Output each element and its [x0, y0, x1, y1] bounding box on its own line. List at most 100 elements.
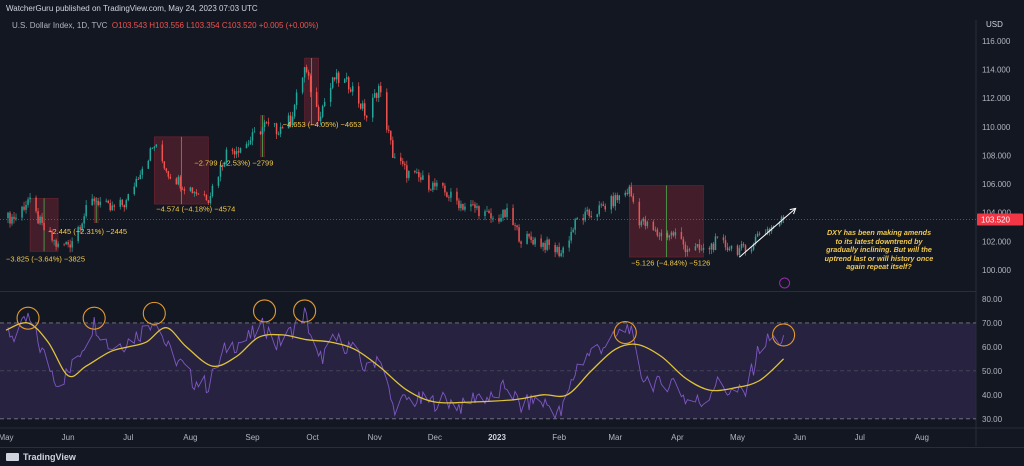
candle-body — [702, 247, 705, 250]
candle-body — [281, 126, 284, 129]
oscillator-tick-label: 50.00 — [982, 367, 1003, 376]
candle-body — [570, 231, 572, 241]
candle-body — [203, 194, 206, 196]
candle-body — [572, 229, 574, 232]
candle-body — [526, 233, 528, 244]
candle-body — [532, 240, 534, 245]
candle-body — [99, 201, 101, 206]
last-price-tag-text: 103.520 — [981, 216, 1010, 225]
measure-label: −2.445 (−2.31%) −2445 — [48, 227, 127, 236]
time-tick-label: 2023 — [488, 433, 506, 442]
candle-body — [758, 233, 761, 235]
highlight-circle — [252, 299, 277, 323]
candle-body — [404, 163, 406, 166]
candle-body — [716, 236, 719, 238]
candle-body — [780, 216, 783, 223]
candle-body — [444, 185, 446, 193]
candle-body — [37, 211, 39, 224]
candle-body — [562, 247, 564, 254]
candle-body — [694, 246, 697, 251]
candle-body — [361, 103, 364, 109]
candle-body — [29, 197, 31, 200]
price-tick-label: 108.000 — [982, 151, 1011, 160]
candle-body — [670, 232, 673, 236]
candle-body — [363, 103, 366, 116]
candle-body — [478, 206, 480, 216]
symbol-ohlc-line: U.S. Dollar Index, 1D, TVC O103.543 H103… — [12, 21, 318, 30]
candle-body — [386, 92, 388, 130]
candle-body — [49, 230, 51, 232]
candle-body — [710, 243, 713, 250]
measure-label: −4.574 (−4.18%) −4574 — [156, 204, 235, 213]
candle-body — [640, 221, 643, 226]
candle-body — [378, 85, 380, 98]
candle-body — [696, 244, 699, 247]
candle-body — [512, 208, 514, 225]
candle-body — [147, 160, 150, 169]
time-tick-label: Aug — [915, 433, 929, 442]
candle-body — [21, 206, 23, 218]
oscillator-tick-label: 80.00 — [982, 295, 1003, 304]
candle-body — [442, 182, 444, 186]
candle-body — [498, 218, 500, 222]
candle-body — [51, 231, 53, 241]
candle-body — [506, 208, 508, 217]
candle-body — [380, 85, 382, 93]
candle-body — [708, 247, 711, 250]
tradingview-logo-icon — [6, 453, 19, 461]
candle-body — [189, 187, 192, 191]
candle-body — [688, 249, 691, 251]
candle-body — [123, 205, 125, 208]
last-price-tag — [977, 213, 1023, 226]
highlight-circle — [82, 306, 106, 330]
candle-body — [63, 243, 65, 245]
candle-body — [27, 199, 29, 205]
candle-body — [177, 176, 180, 185]
candle-body — [652, 221, 655, 231]
candle-body — [402, 161, 404, 164]
candle-body — [13, 216, 15, 219]
price-tick-label: 100.000 — [982, 266, 1011, 275]
candle-body — [616, 195, 619, 201]
candle-body — [712, 243, 715, 251]
candle-body — [488, 210, 490, 214]
time-tick-label: Jun — [62, 433, 75, 442]
candle-body — [337, 72, 340, 83]
candle-body — [430, 189, 432, 191]
candle-body — [586, 209, 588, 212]
candle-body — [658, 235, 661, 237]
candle-body — [179, 176, 182, 189]
highlight-circle — [16, 306, 40, 330]
candle-body — [568, 240, 570, 248]
candle-body — [79, 227, 81, 230]
candle-body — [221, 164, 224, 167]
candle-body — [139, 174, 142, 180]
candle-body — [253, 131, 256, 133]
candle-body — [165, 168, 168, 172]
candle-body — [111, 205, 113, 211]
candle-body — [193, 192, 196, 194]
candle-body — [167, 171, 170, 177]
candle-body — [602, 204, 604, 206]
candle-body — [388, 129, 390, 131]
price-tick-label: 104.000 — [982, 209, 1011, 218]
candle-body — [610, 196, 612, 210]
candle-body — [77, 227, 79, 242]
candle-body — [476, 206, 478, 208]
candle-body — [600, 204, 602, 206]
price-tick-label: 112.000 — [982, 94, 1011, 103]
candle-body — [97, 200, 99, 206]
candle-body — [394, 157, 396, 159]
candle-body — [518, 227, 520, 242]
candle-body — [434, 182, 436, 187]
average-series-line — [5, 322, 785, 404]
candle-body — [287, 115, 290, 129]
candle-body — [768, 228, 771, 232]
time-tick-label: Jul — [123, 433, 133, 442]
tradingview-logo[interactable]: TradingView — [6, 452, 76, 462]
high-value: H103.556 — [149, 21, 184, 30]
highlight-circle — [772, 323, 796, 347]
highlight-circle — [142, 301, 166, 325]
candle-body — [259, 131, 262, 135]
measure-label: −2.799 (−2.53%) −2799 — [194, 158, 273, 167]
